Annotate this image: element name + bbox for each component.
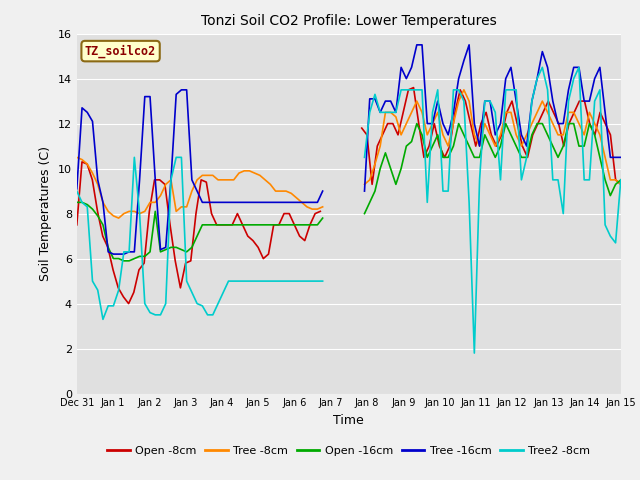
Text: TZ_soilco2: TZ_soilco2: [85, 44, 156, 58]
X-axis label: Time: Time: [333, 414, 364, 427]
Legend: Open -8cm, Tree -8cm, Open -16cm, Tree -16cm, Tree2 -8cm: Open -8cm, Tree -8cm, Open -16cm, Tree -…: [103, 441, 595, 460]
Title: Tonzi Soil CO2 Profile: Lower Temperatures: Tonzi Soil CO2 Profile: Lower Temperatur…: [201, 14, 497, 28]
Y-axis label: Soil Temperatures (C): Soil Temperatures (C): [39, 146, 52, 281]
